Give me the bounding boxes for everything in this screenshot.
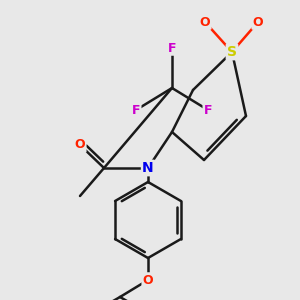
Text: O: O [75, 139, 85, 152]
Text: O: O [143, 274, 153, 286]
Text: N: N [142, 161, 154, 175]
Text: O: O [253, 16, 263, 28]
Text: F: F [132, 103, 140, 116]
Text: F: F [168, 41, 176, 55]
Text: O: O [200, 16, 210, 28]
Text: S: S [227, 45, 237, 59]
Text: F: F [204, 103, 212, 116]
